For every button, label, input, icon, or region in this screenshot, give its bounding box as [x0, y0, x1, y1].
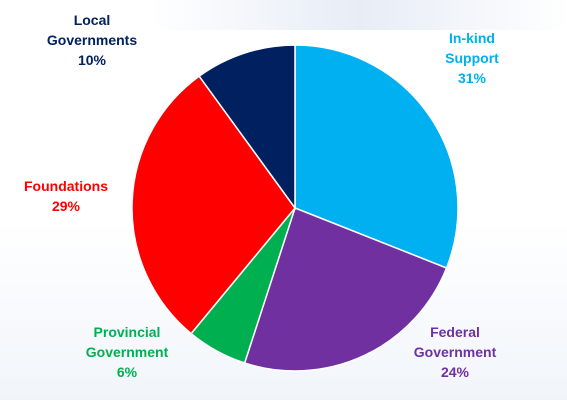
- slice-label-1: Federal Government 24%: [414, 324, 497, 380]
- slice-percent-1: 24%: [441, 364, 470, 380]
- slice-percent-2: 6%: [117, 364, 138, 380]
- slice-name-1: Government: [414, 344, 497, 360]
- background-decoration: [150, 0, 567, 30]
- slice-name-2: Provincial: [94, 324, 161, 340]
- slice-percent-3: 29%: [52, 198, 81, 214]
- pie-slices: [131, 44, 459, 372]
- slice-name-3: Foundations: [24, 178, 108, 194]
- slice-name-0: In-kind: [449, 30, 495, 46]
- slice-name-2: Government: [86, 344, 169, 360]
- slice-name-1: Federal: [430, 324, 480, 340]
- slice-label-3: Foundations 29%: [24, 178, 108, 214]
- slice-name-4: Local: [74, 12, 111, 28]
- slice-percent-4: 10%: [78, 52, 107, 68]
- slice-name-0: Support: [445, 50, 499, 66]
- pie-slice-0: [294, 44, 459, 269]
- pie-slice-1: [243, 207, 448, 372]
- pie-slice-4: [198, 44, 296, 211]
- slice-label-4: Local Governments 10%: [47, 12, 137, 68]
- slice-labels: In-kind Support 31% Federal Government 24% Pro…: [24, 12, 499, 380]
- pie-slice-3: [131, 75, 296, 335]
- slice-label-2: Provincial Government 6%: [86, 324, 169, 380]
- slice-percent-0: 31%: [458, 70, 487, 86]
- slice-name-4: Governments: [47, 32, 137, 48]
- slice-label-0: In-kind Support 31%: [445, 30, 499, 86]
